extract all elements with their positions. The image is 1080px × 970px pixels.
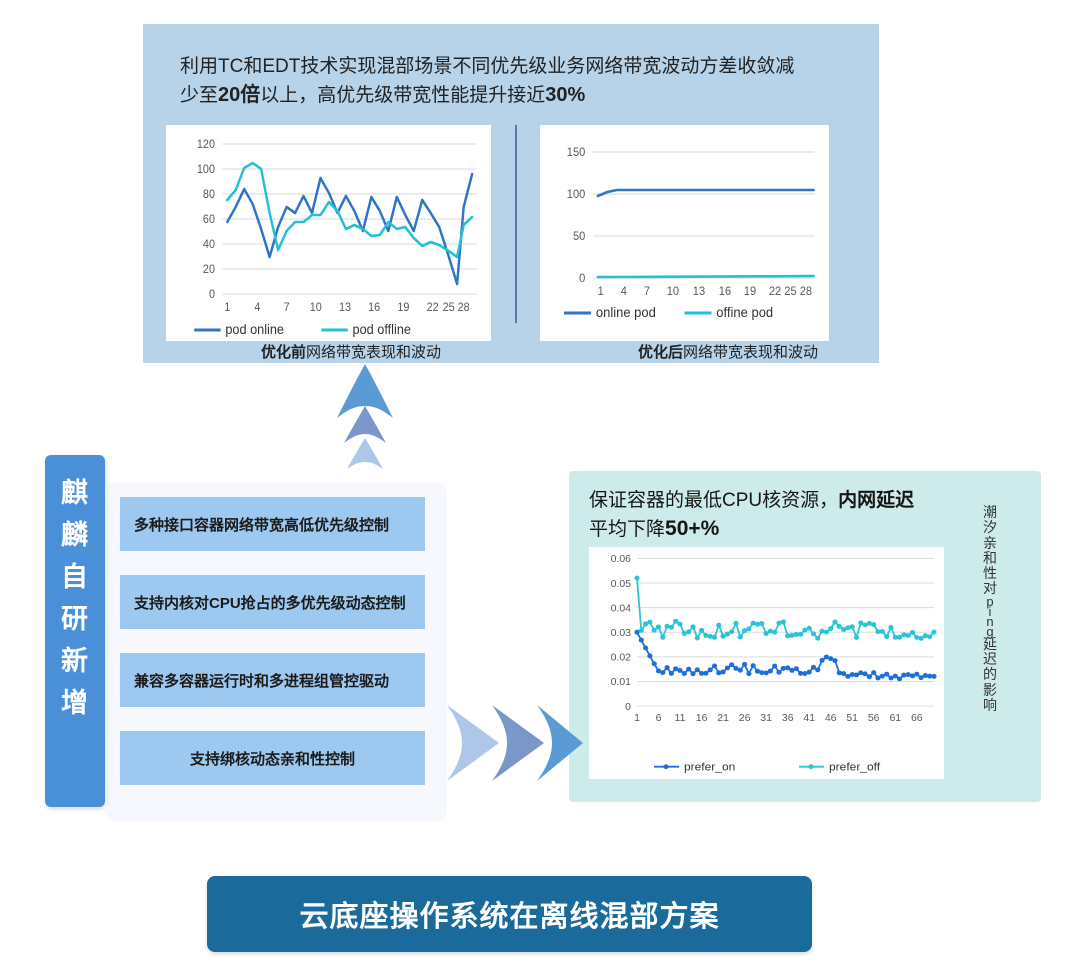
svg-text:41: 41 bbox=[803, 713, 815, 724]
svg-text:13: 13 bbox=[339, 302, 351, 314]
svg-text:46: 46 bbox=[825, 713, 837, 724]
svg-text:28: 28 bbox=[800, 286, 812, 298]
svg-text:online pod: online pod bbox=[596, 305, 656, 320]
svg-text:51: 51 bbox=[846, 713, 858, 724]
svg-text:16: 16 bbox=[696, 713, 708, 724]
svg-text:7: 7 bbox=[644, 286, 650, 298]
svg-text:0.01: 0.01 bbox=[611, 677, 632, 688]
svg-text:0.05: 0.05 bbox=[611, 579, 632, 590]
svg-text:0: 0 bbox=[209, 289, 215, 301]
svg-text:7: 7 bbox=[284, 302, 290, 314]
svg-text:11: 11 bbox=[675, 713, 686, 724]
svg-text:1: 1 bbox=[224, 302, 230, 314]
svg-text:36: 36 bbox=[782, 713, 794, 724]
svg-text:19: 19 bbox=[397, 302, 409, 314]
svg-text:0.04: 0.04 bbox=[611, 604, 632, 615]
svg-text:0.06: 0.06 bbox=[611, 554, 632, 565]
svg-text:40: 40 bbox=[203, 239, 215, 251]
svg-text:66: 66 bbox=[911, 713, 923, 724]
svg-text:16: 16 bbox=[368, 302, 380, 314]
svg-text:pod offline: pod offline bbox=[353, 322, 411, 337]
svg-text:19: 19 bbox=[744, 286, 756, 298]
svg-text:25: 25 bbox=[784, 286, 796, 298]
svg-text:4: 4 bbox=[621, 286, 627, 298]
svg-text:21: 21 bbox=[717, 713, 729, 724]
svg-text:28: 28 bbox=[458, 302, 470, 314]
svg-text:prefer_off: prefer_off bbox=[829, 761, 881, 774]
svg-text:20: 20 bbox=[203, 264, 215, 276]
svg-text:25: 25 bbox=[443, 302, 455, 314]
svg-text:0: 0 bbox=[579, 273, 585, 285]
svg-text:0.03: 0.03 bbox=[611, 628, 632, 639]
svg-text:22: 22 bbox=[427, 302, 439, 314]
svg-text:31: 31 bbox=[760, 713, 772, 724]
svg-text:0: 0 bbox=[625, 702, 631, 713]
svg-text:prefer_on: prefer_on bbox=[684, 761, 735, 774]
svg-text:4: 4 bbox=[254, 302, 260, 314]
svg-text:26: 26 bbox=[739, 713, 751, 724]
svg-text:6: 6 bbox=[656, 713, 662, 724]
svg-text:offine pod: offine pod bbox=[716, 305, 773, 320]
svg-text:150: 150 bbox=[567, 147, 585, 159]
svg-text:pod online: pod online bbox=[225, 322, 284, 337]
svg-text:10: 10 bbox=[667, 286, 679, 298]
svg-text:1: 1 bbox=[634, 713, 640, 724]
svg-text:22: 22 bbox=[769, 286, 781, 298]
svg-text:61: 61 bbox=[889, 713, 901, 724]
svg-text:56: 56 bbox=[868, 713, 880, 724]
svg-text:60: 60 bbox=[203, 214, 215, 226]
svg-text:80: 80 bbox=[203, 189, 215, 201]
svg-text:10: 10 bbox=[310, 302, 322, 314]
svg-text:13: 13 bbox=[693, 286, 705, 298]
svg-text:100: 100 bbox=[197, 164, 215, 176]
svg-text:16: 16 bbox=[719, 286, 731, 298]
svg-text:1: 1 bbox=[598, 286, 604, 298]
svg-text:50: 50 bbox=[573, 231, 585, 243]
svg-text:100: 100 bbox=[567, 189, 585, 201]
svg-text:0.02: 0.02 bbox=[611, 653, 632, 664]
svg-text:120: 120 bbox=[197, 139, 215, 151]
